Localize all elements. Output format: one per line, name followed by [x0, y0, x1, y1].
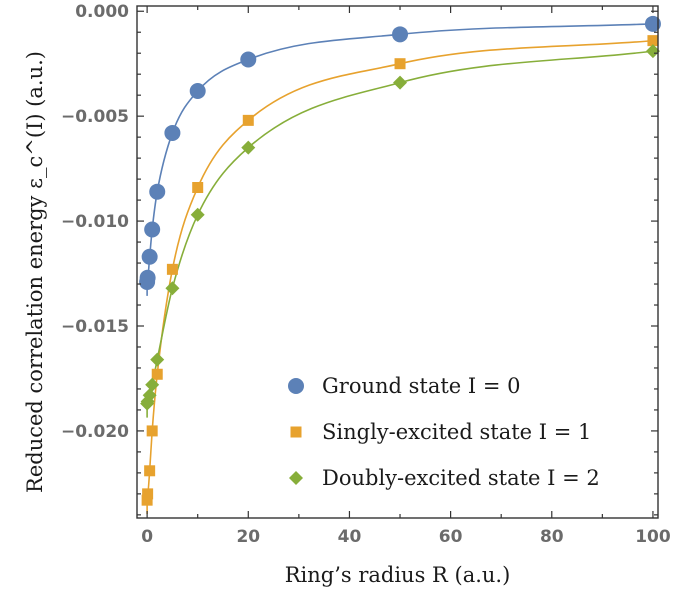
x-tick-label: 0 — [141, 527, 153, 547]
y-axis-label: Reduced correlation energy ε_c^(I) (a.u.… — [23, 51, 47, 493]
data-point-series-2 — [142, 388, 157, 403]
legend-marker-0 — [288, 378, 304, 394]
data-point-series-0 — [392, 26, 409, 43]
data-point-series-1 — [242, 114, 254, 126]
data-point-series-1 — [647, 35, 659, 47]
data-point-series-1 — [166, 263, 178, 275]
data-point-series-0 — [141, 248, 158, 265]
y-tick-label: −0.010 — [61, 212, 129, 232]
data-point-series-0 — [149, 183, 166, 200]
y-axis-ticks: 0.000 −0.005 −0.010 −0.015 −0.020 — [61, 2, 658, 516]
legend-label-0: Ground state I = 0 — [322, 374, 521, 398]
data-point-series-1 — [394, 58, 406, 70]
data-point-series-0 — [189, 82, 206, 99]
data-point-series-0 — [644, 15, 661, 32]
x-tick-label: 20 — [236, 527, 260, 547]
legend-label-1: Singly-excited state I = 1 — [322, 420, 591, 444]
data-point-series-1 — [151, 368, 163, 380]
data-point-series-1 — [144, 465, 156, 477]
x-tick-label: 40 — [338, 527, 362, 547]
x-tick-label: 100 — [635, 527, 671, 547]
y-tick-label: −0.020 — [61, 422, 129, 442]
data-point-series-2 — [241, 140, 256, 155]
data-point-series-1 — [192, 182, 204, 194]
data-point-series-0 — [240, 51, 257, 68]
x-tick-label: 60 — [439, 527, 463, 547]
data-markers — [139, 15, 661, 506]
data-point-series-2 — [393, 75, 408, 90]
legend-label-2: Doubly-excited state I = 2 — [322, 466, 600, 490]
data-point-series-1 — [146, 425, 158, 437]
data-point-series-2 — [190, 207, 205, 222]
x-axis-ticks: 0 20 40 60 80 100 — [141, 6, 671, 547]
legend-marker-2 — [289, 471, 303, 485]
x-tick-label: 80 — [540, 527, 564, 547]
legend: Ground state I = 0 Singly-excited state I… — [288, 374, 600, 490]
plot-frame — [136, 5, 659, 519]
data-point-series-0 — [139, 269, 156, 286]
fit-curve-series-2 — [146, 50, 654, 418]
y-tick-label: 0.000 — [75, 2, 129, 22]
data-point-series-2 — [145, 377, 160, 392]
y-tick-label: −0.015 — [61, 317, 129, 337]
y-tick-label: −0.005 — [61, 107, 129, 127]
data-point-series-1 — [142, 488, 154, 500]
data-point-series-2 — [150, 352, 165, 367]
data-point-series-1 — [141, 494, 153, 506]
data-point-series-0 — [144, 221, 161, 238]
x-axis-label: Ring’s radius R (a.u.) — [285, 563, 511, 587]
data-point-series-0 — [164, 124, 181, 141]
data-point-series-2 — [645, 44, 660, 59]
legend-marker-1 — [290, 426, 302, 438]
data-point-series-2 — [165, 281, 180, 296]
